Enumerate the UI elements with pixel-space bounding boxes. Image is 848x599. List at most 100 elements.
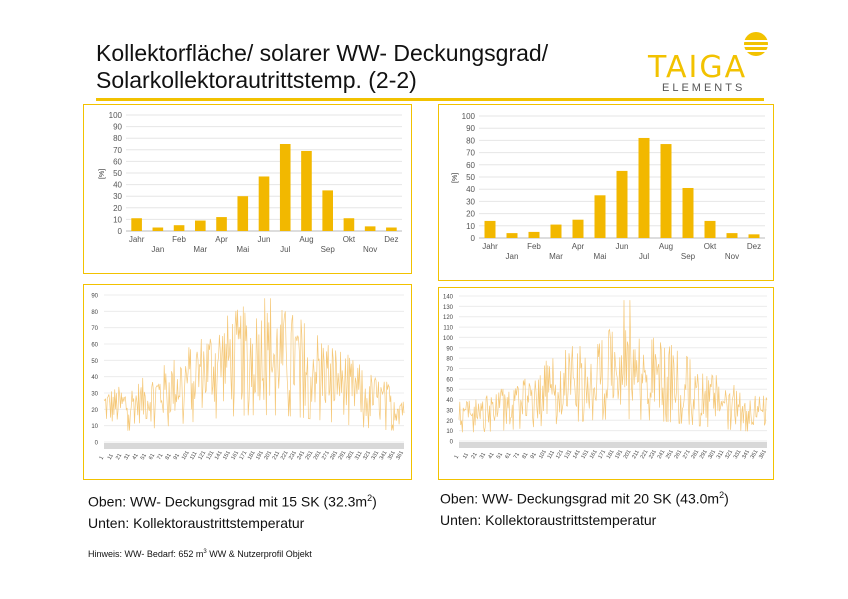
caption-right-sup: 2: [719, 490, 725, 500]
y-tick-label: 0: [95, 441, 99, 447]
x-tick-label: 121: [197, 450, 207, 461]
x-tick-label: Mai: [236, 245, 249, 254]
x-tick-label: 61: [504, 452, 512, 460]
y-tick-label: 20: [446, 419, 453, 425]
caption-right: Oben: WW- Deckungsgrad mit 20 SK (43.0m2…: [440, 485, 729, 531]
x-tick-label: 361: [395, 450, 405, 461]
y-tick-label: 80: [113, 134, 122, 143]
x-tick-label: 31: [123, 453, 131, 461]
x-tick-label: 231: [288, 450, 298, 461]
x-tick-label: 261: [674, 449, 684, 460]
footnote-sup: 3: [203, 549, 207, 555]
x-tick-label: 151: [222, 450, 232, 461]
y-tick-label: 70: [446, 367, 453, 373]
x-tick-label: Dez: [384, 235, 398, 244]
x-tick-label: Feb: [172, 235, 186, 244]
x-tick-label: Jan: [506, 252, 519, 261]
x-tick-label: 351: [387, 450, 397, 461]
y-tick-label: 70: [466, 149, 475, 158]
y-tick-label: 90: [446, 346, 453, 352]
y-tick-label: 80: [446, 357, 453, 363]
x-tick-label: 61: [148, 453, 156, 461]
x-tick-label: 221: [280, 450, 290, 461]
x-tick-label: 321: [724, 449, 734, 460]
y-tick-label: 100: [462, 112, 476, 121]
bar-chart-15sk-plot: 0 10 20 30 40 50 60 70 80 90 100 [%] Jahr Jan Feb Mar Ap…: [99, 111, 402, 254]
x-tick-label: 151: [580, 449, 590, 460]
x-tick-label: 191: [614, 449, 624, 460]
x-tick-label: Mai: [594, 252, 607, 261]
bar: [364, 226, 376, 231]
x-tick-label: Dez: [747, 242, 761, 251]
y-tick-label: 130: [443, 305, 454, 311]
x-tick-label: 281: [329, 450, 339, 461]
caption-left: Oben: WW- Deckungsgrad mit 15 SK (32.3m2…: [88, 488, 377, 534]
x-tick-label: Jahr: [482, 242, 498, 251]
x-tick-label: 11: [107, 453, 115, 461]
x-tick-label: 171: [239, 450, 249, 461]
x-tick-label: 111: [189, 451, 198, 461]
bar: [616, 170, 628, 238]
x-tick-label: 211: [272, 450, 282, 461]
caption-right-line-2: Unten: Kollektoraustrittstemperatur: [440, 511, 657, 528]
bar: [594, 195, 606, 238]
x-tick-label: 291: [699, 449, 709, 460]
y-tick-label: 60: [113, 157, 122, 166]
x-tick-label: 141: [572, 449, 582, 460]
y-tick-label: 10: [113, 215, 122, 224]
bar-chart-20sk-plot: 0 10 20 30 40 50 60 70 80 90 100 [%] Jahr Jan Feb Mar Ap…: [452, 112, 765, 261]
x-tick-label: 341: [741, 449, 751, 460]
x-tick-label: 301: [707, 449, 717, 460]
x-tick-label: 161: [230, 450, 240, 461]
bar: [152, 227, 164, 231]
y-tick-label: 70: [113, 146, 122, 155]
y-tick-label: 20: [113, 204, 122, 213]
axis-band: [104, 443, 404, 449]
footnote-text: Hinweis: WW- Bedarf: 652 m: [88, 549, 204, 559]
y-tick-label: 40: [113, 181, 122, 190]
bar: [484, 220, 496, 238]
x-tick-label: 21: [470, 452, 478, 460]
y-tick-label: 50: [446, 388, 453, 394]
bar: [660, 144, 672, 238]
y-tick-label: 0: [471, 234, 476, 243]
x-tick-label: 121: [555, 449, 565, 460]
x-tick-label: 181: [247, 450, 257, 461]
sun-logo-icon: [742, 32, 772, 56]
bar: [386, 227, 397, 231]
x-tick-label: Okt: [704, 242, 717, 251]
x-tick-label: Sep: [681, 252, 696, 261]
x-tick-label: 341: [379, 450, 389, 461]
x-tick-label: Jul: [639, 252, 649, 261]
axis-band: [459, 442, 767, 448]
bar: [258, 176, 270, 231]
title-line-2: Solarkollektorautrittstemp. (2-2): [96, 67, 417, 93]
line-chart-20sk: 0 10 20 30 40 50 60 70 80 90 100 110 120 130 140 1 11 21 3…: [438, 287, 774, 480]
bar: [638, 137, 650, 238]
x-tick-label: 141: [214, 450, 224, 461]
footnote-tail: WW & Nutzerprofil Objekt: [206, 549, 312, 559]
x-tick-label: 131: [564, 449, 574, 460]
x-tick-label: Apr: [572, 242, 585, 251]
y-axis-label: [%]: [99, 169, 106, 179]
x-tick-label: 171: [597, 449, 607, 460]
bar: [343, 218, 355, 231]
y-tick-label: 10: [446, 429, 453, 435]
x-tick-label: Mar: [193, 245, 207, 254]
caption-left-sup: 2: [367, 493, 373, 503]
slide-title: Kollektorfläche/ solarer WW- Deckungsgra…: [96, 40, 656, 94]
x-tick-label: 241: [657, 449, 667, 460]
bar: [322, 190, 333, 231]
x-tick-label: 261: [313, 450, 323, 461]
y-tick-label: 40: [466, 185, 475, 194]
x-tick-label: 71: [513, 452, 521, 460]
bar: [506, 233, 518, 238]
x-tick-label: 281: [690, 449, 700, 460]
x-tick-label: Jun: [258, 235, 271, 244]
bar: [704, 220, 716, 238]
logo-subtitle: ELEMENTS: [662, 82, 746, 94]
x-tick-label: 201: [263, 450, 273, 461]
y-tick-label: 50: [113, 169, 122, 178]
taiga-logo: TAIGA ELEMENTS: [648, 30, 778, 100]
